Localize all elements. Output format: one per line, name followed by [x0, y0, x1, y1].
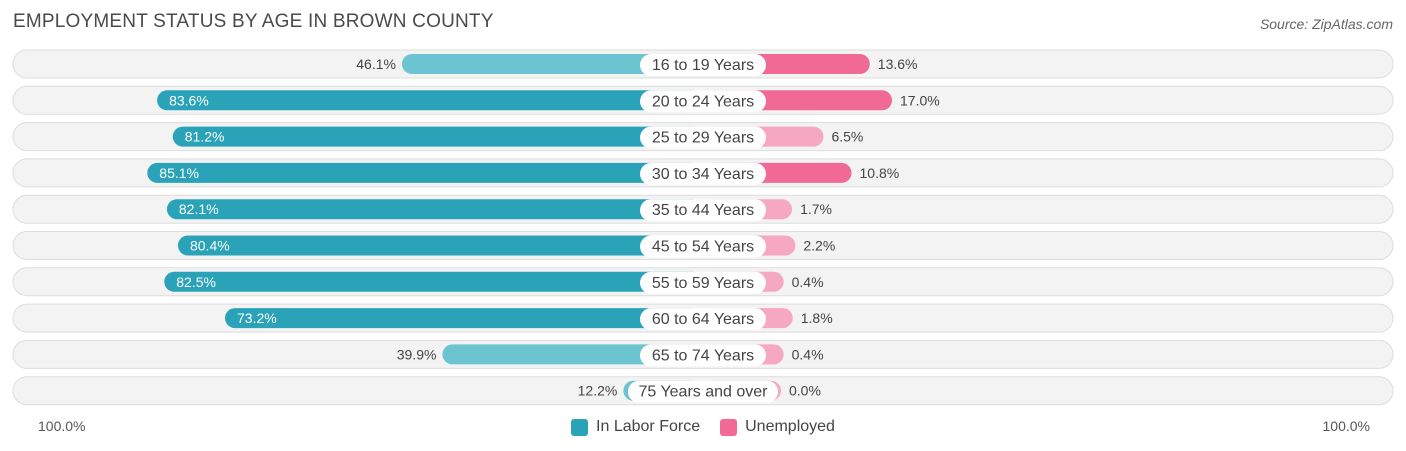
category-pill: [640, 126, 766, 149]
labor-force-bar: [147, 162, 703, 183]
unemployed-value-label: 0.4%: [792, 274, 824, 290]
labor-force-bar: [164, 271, 703, 292]
unemployed-value-label: 0.4%: [792, 346, 824, 362]
chart-source: Source: ZipAtlas.com: [1259, 16, 1393, 32]
category-label: 45 to 54 Years: [652, 239, 754, 256]
labor-force-value-label: 82.1%: [179, 201, 219, 217]
category-label: 75 Years and over: [639, 384, 769, 401]
labor-force-bar: [177, 235, 703, 256]
labor-force-bar: [172, 126, 703, 147]
chart-title: EMPLOYMENT STATUS BY AGE IN BROWN COUNTY: [13, 11, 494, 32]
chart-legend: In Labor Force Unemployed: [0, 416, 1406, 438]
category-label: 65 to 74 Years: [652, 347, 754, 364]
labor-force-value-label: 83.6%: [169, 92, 209, 108]
unemployed-value-label: 1.8%: [801, 310, 833, 326]
unemployed-value-label: 6.5%: [831, 129, 863, 145]
category-pill: [640, 235, 766, 258]
labor-force-value-label: 82.5%: [176, 274, 216, 290]
unemployed-value-label: 10.8%: [860, 165, 900, 181]
category-label: 35 to 44 Years: [652, 202, 754, 219]
category-pill: [640, 344, 766, 367]
category-pill: [640, 271, 766, 294]
category-label: 30 to 34 Years: [652, 166, 754, 183]
labor-force-value-label: 39.9%: [397, 346, 437, 362]
legend-swatch-unemployed: [720, 418, 738, 436]
legend-item-unemployed[interactable]: Unemployed: [720, 418, 835, 436]
labor-force-bar: [157, 90, 704, 111]
unemployed-value-label: 13.6%: [878, 56, 918, 72]
category-pill: [640, 54, 766, 76]
unemployed-value-label: 2.2%: [803, 238, 835, 254]
unemployed-value-label: 0.0%: [789, 383, 821, 399]
legend-item-labor-force[interactable]: In Labor Force: [571, 418, 700, 436]
axis-left-label: 100.0%: [38, 418, 86, 434]
category-pill: [640, 308, 766, 331]
labor-force-bar: [401, 54, 703, 74]
chart-plot: 46.1% 13.6% 16 to 19 Years 83.6% 17.0% 20 to …: [12, 49, 1394, 406]
category-pill: [640, 90, 766, 113]
labor-force-value-label: 12.2%: [578, 383, 618, 399]
category-pill: [628, 380, 778, 403]
category-label: 20 to 24 Years: [652, 93, 754, 110]
labor-force-bar: [225, 308, 703, 329]
unemployed-value-label: 1.7%: [800, 201, 832, 217]
category-label: 55 to 59 Years: [652, 275, 754, 292]
legend-swatch-labor-force: [571, 418, 589, 436]
category-pill: [640, 162, 766, 185]
category-label: 25 to 29 Years: [652, 130, 754, 147]
legend-label-unemployed: Unemployed: [745, 418, 835, 435]
labor-force-value-label: 85.1%: [159, 165, 199, 181]
legend-label-labor-force: In Labor Force: [596, 418, 701, 435]
labor-force-bar: [166, 199, 704, 220]
category-label: 60 to 64 Years: [652, 311, 754, 328]
unemployed-value-label: 17.0%: [900, 92, 940, 108]
labor-force-bar: [442, 344, 703, 365]
category-pill: [640, 199, 766, 222]
labor-force-value-label: 80.4%: [190, 238, 230, 254]
axis-right-label: 100.0%: [1322, 418, 1370, 434]
labor-force-value-label: 46.1%: [356, 56, 396, 72]
labor-force-value-label: 73.2%: [237, 310, 277, 326]
labor-force-value-label: 81.2%: [185, 129, 225, 145]
category-label: 16 to 19 Years: [652, 57, 754, 74]
